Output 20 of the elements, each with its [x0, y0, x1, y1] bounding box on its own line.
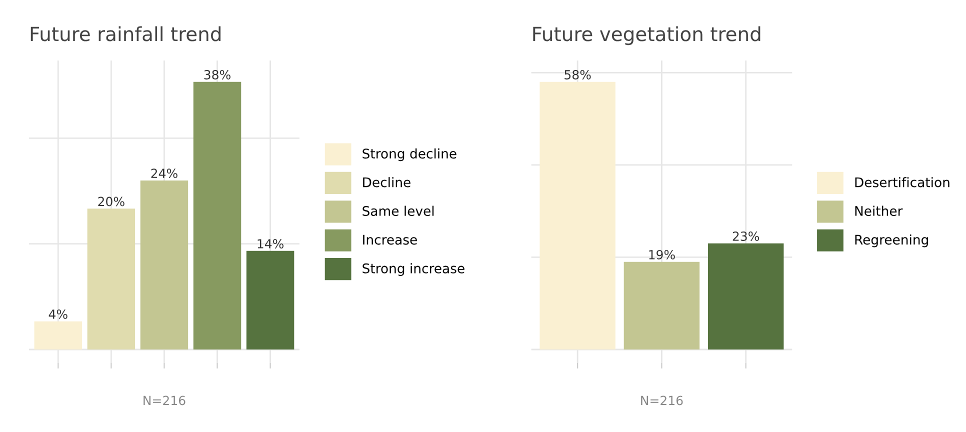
data-label: 4% — [48, 309, 68, 319]
legend-label: Same level — [362, 206, 434, 216]
x-axis-title: N=216 — [641, 396, 683, 406]
legend-label: Strong decline — [362, 148, 456, 162]
data-label: 24% — [151, 168, 178, 178]
chart-title: Future rainfall trend — [30, 26, 220, 42]
data-label: 14% — [258, 239, 284, 248]
x-axis-title: N=216 — [144, 396, 186, 406]
legend-label: Regreening — [855, 234, 928, 248]
data-label: 38% — [204, 70, 230, 80]
legend-label: Strong increase — [362, 263, 464, 276]
legend-label: Decline — [363, 177, 410, 188]
legend-label: Neither — [855, 206, 903, 216]
data-label: 19% — [649, 250, 675, 260]
data-label: 23% — [732, 232, 760, 241]
data-label: 20% — [98, 196, 124, 206]
chart-title: Future vegetation trend — [533, 26, 760, 46]
legend-label: Increase — [363, 234, 417, 245]
data-label: 58% — [564, 70, 591, 80]
legend-label: Desertification — [855, 177, 950, 188]
